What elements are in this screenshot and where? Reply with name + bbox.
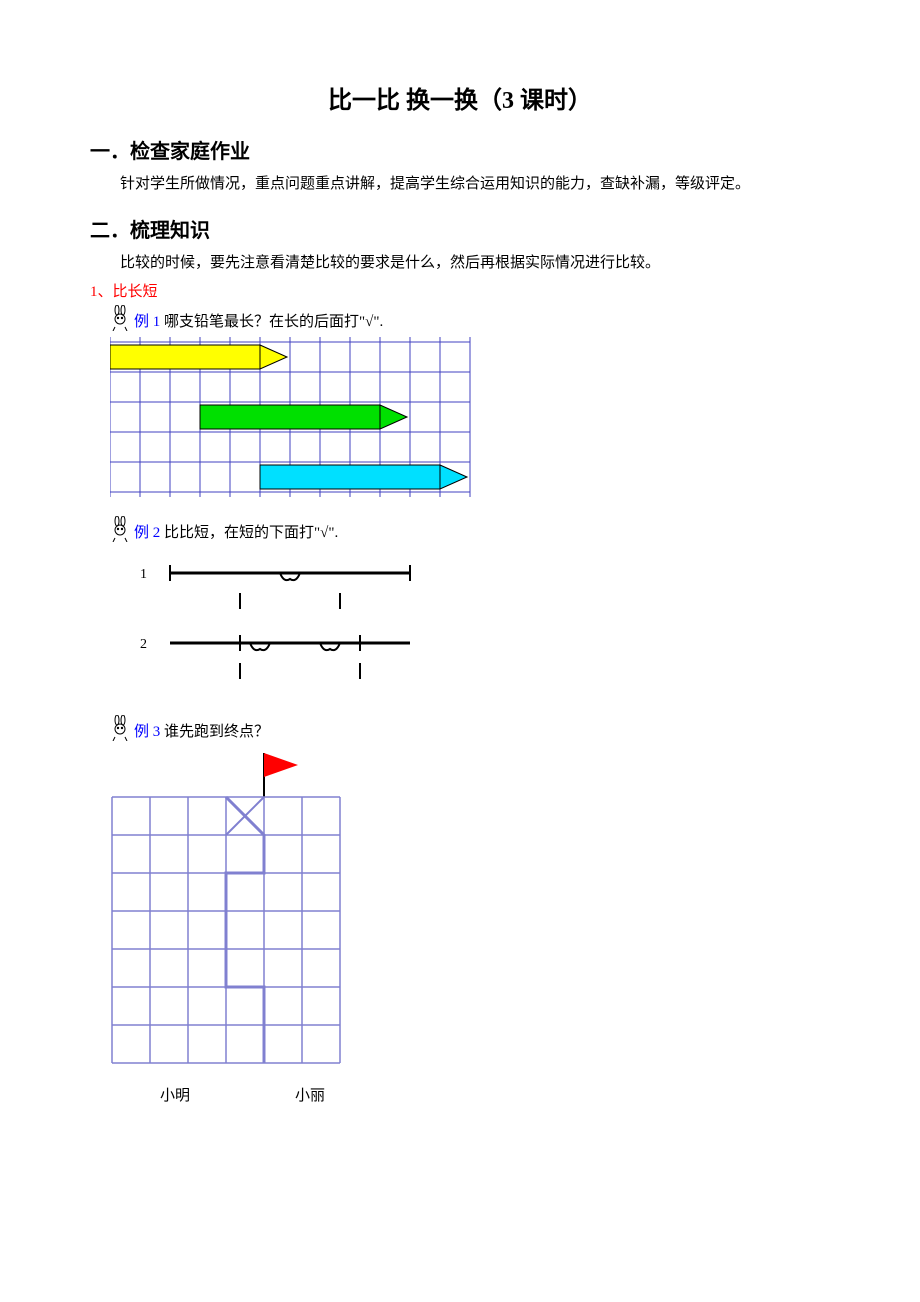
pencils-svg (110, 337, 472, 499)
ex1-tail: . (380, 314, 384, 330)
section1-body: 针对学生所做情况，重点问题重点讲解，提高学生综合运用知识的能力，查缺补漏，等级评… (90, 172, 830, 198)
example3-line: 例 3 谁先跑到终点？ (110, 715, 830, 741)
example1-line: 例 1 哪支铅笔最长？在长的后面打"√". (110, 305, 830, 331)
section2-heading: 二．梳理知识 (90, 214, 830, 243)
name-ming: 小明 (160, 1088, 190, 1104)
ex2-label: 例 2 (134, 525, 160, 541)
example2-line: 例 2 比比短，在短的下面打"√". (110, 516, 830, 542)
ex1-text: 哪支铅笔最长？在长的后面打 (160, 314, 359, 330)
ex3-label: 例 3 (134, 724, 160, 740)
ex2-tail: . (335, 525, 339, 541)
name-li: 小丽 (295, 1088, 325, 1104)
page-title: 比一比 换一换（3 课时） (90, 80, 830, 115)
race-figure (110, 747, 830, 1072)
svg-text:1: 1 (140, 567, 147, 582)
bowstrings-svg: 12 (110, 548, 430, 698)
race-names: 小明 小丽 (160, 1084, 830, 1105)
section2-intro: 比较的时候，要先注意看清楚比较的要求是什么，然后再根据实际情况进行比较。 (90, 251, 830, 277)
bunny-icon (110, 516, 130, 542)
svg-text:2: 2 (140, 637, 147, 652)
race-svg (110, 747, 342, 1067)
sub1-label: 1、比长短 (90, 280, 830, 301)
bunny-icon (110, 715, 130, 741)
section1-heading: 一．检查家庭作业 (90, 135, 830, 164)
ex2-check: "√" (314, 525, 334, 541)
ex2-text: 比比短，在短的下面打 (160, 525, 314, 541)
ex1-check: "√" (359, 314, 379, 330)
bowstrings-figure: 12 (110, 548, 830, 703)
ex3-text: 谁先跑到终点？ (160, 724, 269, 740)
pencils-figure (110, 337, 830, 504)
bunny-icon (110, 305, 130, 331)
ex1-label: 例 1 (134, 314, 160, 330)
